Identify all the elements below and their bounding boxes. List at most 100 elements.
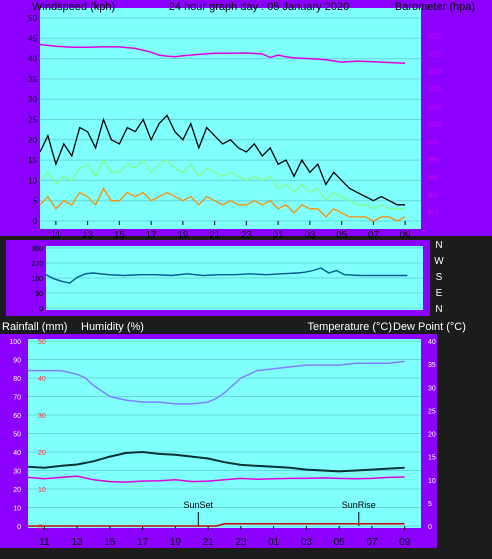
barometer-tick-label: 1000 [427,122,443,129]
lower-x-tick-label: 05 [334,537,346,548]
humidity-tick-label: 30 [13,469,21,476]
direction-side-label: N [435,240,442,251]
dewpoint-label: Dew Point (°C) [393,321,466,333]
wind-y-tick-label: 45 [28,34,37,43]
wind-x-tick-label: 23 [241,230,253,241]
wind-y-tick-label: 35 [28,75,37,84]
temperature-tick-label: 30 [428,385,436,392]
rainfall-tick-label: 40 [38,376,46,383]
wind-y-tick-label: 20 [28,136,37,145]
lower-x-tick-label: 13 [72,537,84,548]
average-wind-line [39,158,406,210]
humidity-tick-label: 10 [13,506,21,513]
humidity-tick-label: 60 [13,413,21,420]
gust-line [39,114,406,206]
barometer-tick-label: 1015 [427,69,443,76]
wind-y-tick-label: 50 [28,14,37,23]
rainfall-tick-label: 50 [38,339,46,346]
direction-line [45,267,408,284]
wind-x-tick-label: 07 [368,230,380,241]
direction-tick-label: 270 [31,261,43,268]
rainfall-tick-label: 10 [38,487,46,494]
barometer-tick-label: 985 [427,175,439,182]
sun-marker-label: SunRise [342,500,376,510]
windspeed-label: Windspeed (kph) [32,1,115,13]
barometer-tick-label: 1005 [427,104,443,111]
wind-x-tick-label: 09 [400,230,412,241]
wind-x-tick-label: 17 [146,230,158,241]
lower-x-tick-label: 11 [39,537,50,548]
direction-tick-label: 180 [31,276,43,283]
lower-x-tick-label: 03 [301,537,313,548]
humidity-tick-label: 0 [17,524,21,531]
low-wind-line [39,187,406,222]
humidity-tick-label: 70 [13,395,21,402]
wind-x-tick-label: 03 [304,230,316,241]
lower-x-tick-label: 23 [235,537,247,548]
barometer-tick-label: 980 [427,193,439,200]
humidity-tick-label: 40 [13,450,21,457]
rainfall-label: Rainfall (mm) [2,321,67,333]
humidity-tick-label: 90 [13,358,21,365]
lower-x-tick-label: 09 [399,537,411,548]
lower-x-tick-label: 19 [170,537,182,548]
dewpoint-line [27,475,405,483]
wind-x-tick-label: 05 [336,230,348,241]
lower-x-tick-label: 01 [268,537,280,548]
barometer-label: Barometer (hpa) [395,1,475,13]
wind-y-tick-label: 10 [28,176,37,185]
lower-x-tick-label: 17 [137,537,149,548]
temperature-tick-label: 0 [428,524,432,531]
wind-y-tick-label: 5 [33,197,38,206]
temperature-tick-label: 15 [428,455,436,462]
barometer-tick-label: 995 [427,140,439,147]
humidity-line [28,360,405,405]
wind-x-tick-label: 19 [177,230,189,241]
temperature-tick-label: 5 [428,501,432,508]
wind-x-tick-label: 01 [273,230,285,241]
wind-x-tick-label: 15 [114,230,126,241]
wind-y-tick-label: 40 [28,55,37,64]
rainfall-tick-label: 0 [38,524,42,531]
temperature-tick-label: 25 [428,408,436,415]
wind-y-tick-label: 30 [28,95,37,104]
direction-side-label: W [434,256,444,267]
wind-y-tick-label: 0 [33,217,38,226]
temperature-line [27,450,405,473]
lower-x-tick-label: 21 [203,537,215,548]
temperature-tick-label: 40 [428,339,436,346]
barometer-line [39,43,406,64]
barometer-tick-label: 975 [427,210,439,217]
direction-tick-label: 90 [35,291,43,298]
barometer-tick-label: 1010 [427,87,443,94]
humidity-tick-label: 100 [9,339,21,346]
temperature-tick-label: 35 [428,362,436,369]
chart-layer: 0510152025303540455097598098599099510001… [9,14,444,548]
direction-tick-label: 0 [39,306,43,313]
temperature-tick-label: 20 [428,432,436,439]
sun-marker-label: SunSet [184,500,214,510]
graph-title: 24 hour graph day : 05 January 2020 [169,1,349,13]
humidity-label: Humidity (%) [81,321,144,333]
direction-side-label: E [436,288,443,299]
rainfall-tick-label: 30 [38,413,46,420]
barometer-tick-label: 1020 [427,51,443,58]
lower-x-tick-label: 07 [366,537,378,548]
direction-tick-label: 360 [31,246,43,253]
humidity-tick-label: 20 [13,487,21,494]
humidity-tick-label: 50 [13,432,21,439]
temperature-label: Temperature (°C) [308,321,392,333]
lower-x-tick-label: 15 [104,537,116,548]
humidity-tick-label: 80 [13,376,21,383]
barometer-tick-label: 1025 [427,34,443,41]
rainfall-line [28,523,405,527]
direction-side-label: S [436,272,443,283]
temperature-tick-label: 10 [428,478,436,485]
wind-x-tick-label: 13 [82,230,94,241]
wind-x-tick-label: 21 [209,230,221,241]
barometer-tick-label: 990 [427,157,439,164]
wind-y-tick-label: 15 [28,156,37,165]
rainfall-tick-label: 20 [38,450,46,457]
